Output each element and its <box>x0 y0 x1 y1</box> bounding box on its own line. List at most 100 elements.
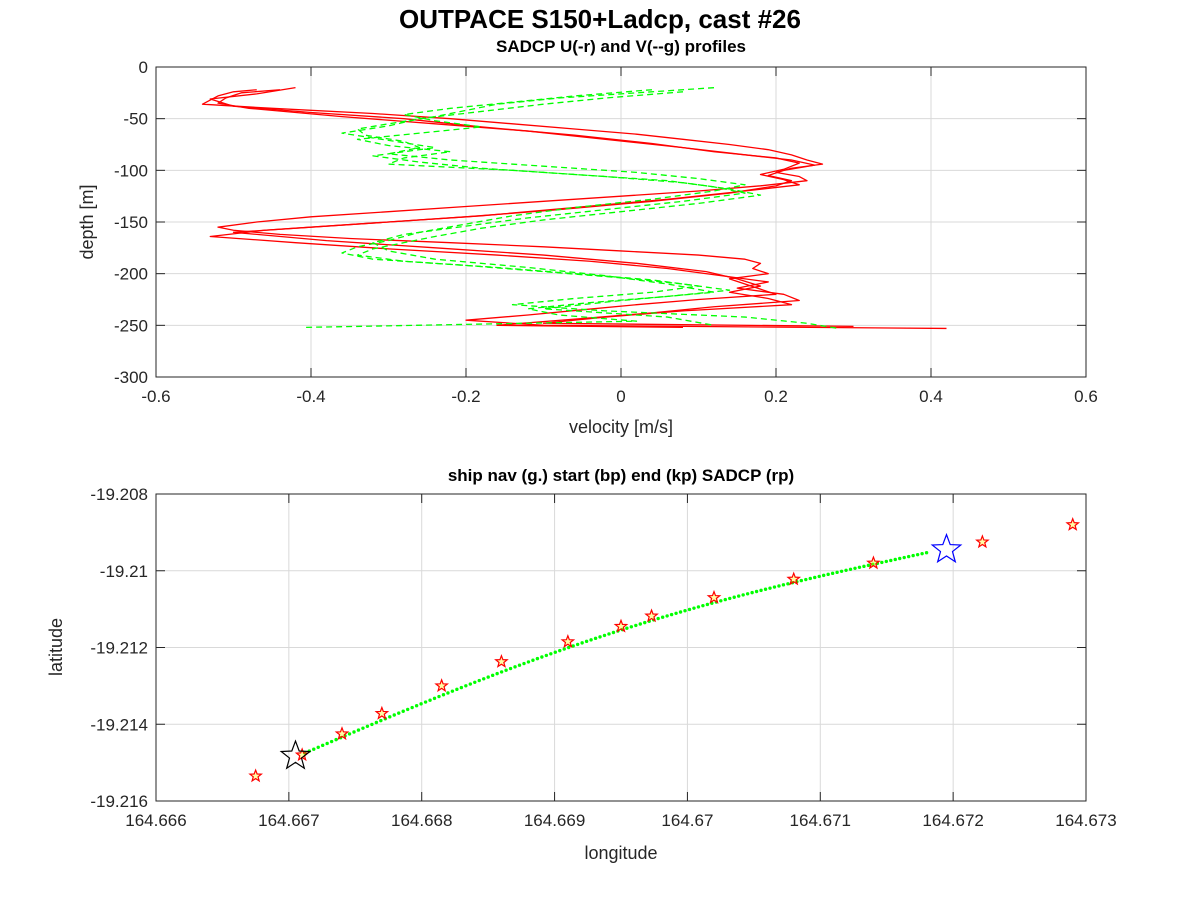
nav-track-point <box>660 615 665 619</box>
profile-x-tick-label: 0.2 <box>764 387 788 406</box>
nav-track-point <box>924 551 929 555</box>
nav-track-point <box>678 610 683 614</box>
nav-track-point <box>857 565 862 570</box>
nav-track-point <box>414 704 419 708</box>
nav-track-point <box>759 588 763 593</box>
nav-track-point <box>392 713 396 717</box>
sadcp-star-marker <box>975 534 990 549</box>
nav-track-point <box>508 666 513 671</box>
nav-track-point <box>777 584 781 588</box>
nav-track-point <box>607 632 611 636</box>
nav-track-point <box>441 693 446 697</box>
nav-track-point <box>889 558 893 563</box>
profile-x-tick-label: -0.4 <box>296 387 325 406</box>
nav-x-tick-label: 164.672 <box>922 811 983 830</box>
profile-y-tick-label: -250 <box>114 316 148 335</box>
nav-track-point <box>853 566 857 570</box>
sadcp-star-marker <box>334 726 350 741</box>
v-velocity-profile-line-4 <box>356 89 839 330</box>
nav-series-group <box>248 516 1081 783</box>
nav-track-point <box>737 594 741 598</box>
nav-track-point <box>884 559 889 564</box>
nav-track-point <box>638 622 642 626</box>
nav-track-point <box>866 563 871 568</box>
nav-track-point <box>862 564 866 569</box>
profile-y-tick-label: 0 <box>139 58 148 77</box>
nav-track-point <box>826 572 830 577</box>
nav-track-point <box>428 698 432 702</box>
nav-track-point <box>423 700 428 704</box>
nav-track-point <box>750 590 754 595</box>
nav-track-point <box>504 668 508 672</box>
nav-track-point <box>799 578 804 583</box>
u-velocity-profile-line-0 <box>201 89 947 330</box>
nav-track-point <box>540 655 544 659</box>
sadcp-star-marker <box>613 618 629 633</box>
profile-x-tick-label: 0.4 <box>919 387 943 406</box>
profile-x-axis-label: velocity [m/s] <box>569 417 673 437</box>
sadcp-star-marker <box>1065 516 1081 531</box>
nav-track-point <box>499 670 504 674</box>
profile-tick-group: -0.6 -0.4 -0.2 0 0.2 0.4 0.6 -300 -250 -200 -150 -1… <box>114 58 1098 406</box>
nav-track-point <box>817 574 821 579</box>
nav-track-point <box>482 677 486 681</box>
sadcp-star-marker <box>374 705 390 720</box>
nav-track-point <box>911 553 915 558</box>
nav-track-point <box>611 630 616 635</box>
nav-track-point <box>379 718 383 723</box>
nav-track-point <box>906 554 911 559</box>
nav-track-point <box>405 707 410 712</box>
nav-track-point <box>915 552 920 557</box>
nav-track-point <box>808 576 812 581</box>
sadcp-star-marker <box>706 589 722 604</box>
nav-y-tick-label: -19.216 <box>90 792 148 811</box>
nav-track-point <box>732 595 736 599</box>
nav-track-point <box>719 599 723 603</box>
nav-track-point <box>589 638 593 642</box>
nav-track-point <box>920 551 924 556</box>
nav-track-point <box>513 665 517 669</box>
nav-track-point <box>450 689 455 693</box>
nav-track-point <box>495 671 499 676</box>
profile-x-tick-label: 0.6 <box>1074 387 1098 406</box>
nav-track-point <box>687 607 692 612</box>
nav-track-point <box>584 639 589 644</box>
nav-track-point <box>643 620 647 625</box>
nav-track-point <box>705 602 710 607</box>
nav-track-point <box>656 616 660 621</box>
nav-track-point <box>397 711 401 715</box>
nav-track-point <box>786 582 790 586</box>
nav-track-point <box>473 680 477 684</box>
nav-track-point <box>763 587 768 591</box>
nav-track-point <box>835 570 839 575</box>
nav-track-point <box>544 653 549 658</box>
profile-panel: SADCP U(-r) and V(--g) profiles -0.6 -0.4… <box>77 37 1098 437</box>
nav-track-point <box>468 682 473 686</box>
nav-track-point <box>898 556 902 561</box>
profile-y-tick-label: -300 <box>114 368 148 387</box>
nav-track-point <box>410 705 414 710</box>
nav-track-point <box>549 652 553 656</box>
nav-track-point <box>768 586 772 590</box>
nav-track-point <box>804 577 808 582</box>
nav-track-point <box>821 573 826 578</box>
nav-track-point <box>598 635 602 639</box>
nav-track-point <box>446 691 450 695</box>
end-star-marker <box>279 739 312 770</box>
nav-track-point <box>347 732 352 736</box>
sadcp-star-marker <box>248 768 263 783</box>
nav-track-point <box>388 715 392 719</box>
profile-y-tick-label: -100 <box>114 161 148 180</box>
profile-y-tick-label: -200 <box>114 265 148 284</box>
nav-panel: ship nav (g.) start (bp) end (kp) SADCP … <box>46 466 1117 863</box>
nav-track-point <box>361 726 365 730</box>
nav-track-point <box>830 571 835 576</box>
nav-track-point <box>571 644 575 648</box>
nav-track-point <box>312 747 316 751</box>
profile-chart-title: SADCP U(-r) and V(--g) profiles <box>496 37 746 56</box>
nav-track-point <box>567 645 571 650</box>
nav-track-point <box>701 603 705 608</box>
nav-track-point <box>316 745 320 749</box>
nav-track-point <box>365 724 370 728</box>
nav-track-point <box>741 593 745 597</box>
